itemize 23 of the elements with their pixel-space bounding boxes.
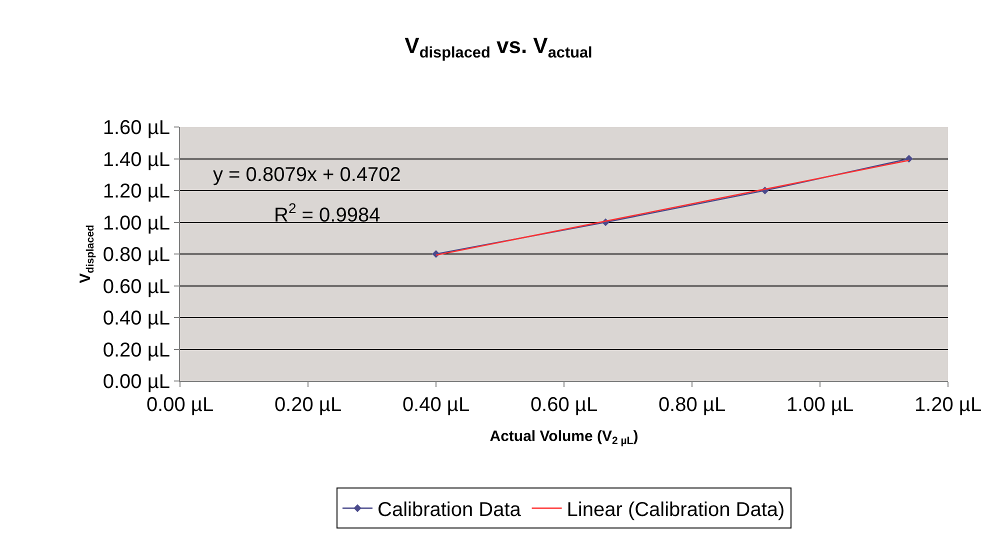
y-tick-label: 0.40 µL [102,308,170,330]
y-tick-label: 1.20 µL [102,180,170,202]
y-tick-label: 1.00 µL [102,212,170,234]
x-tick-label: 0.00 µL [146,394,214,416]
legend-label: Calibration Data [378,498,522,521]
legend-label: Linear (Calibration Data) [566,498,785,521]
y-tick-label: 0.00 µL [102,371,170,393]
y-tick-label: 0.20 µL [102,339,170,362]
annotation: R$^{2}$ = 0.9984 [274,200,380,226]
annotation: y = 0.8079x + 0.4702 [213,164,401,186]
x-tick-label: 0.20 µL [274,394,342,416]
x-tick-label: 0.40 µL [402,394,470,416]
chart-title: V$_{displaced}$ vs. V$_{actual}$ [404,32,592,62]
y-tick-label: 0.80 µL [102,244,170,266]
point [905,154,913,163]
x-tick-label: 1.00 µL [786,394,854,416]
y-tick-label: 1.40 µL [102,148,170,171]
x-tick-label: 1.20 µL [914,394,982,416]
y-tick-label: 1.60 µL [102,117,170,139]
x-tick-label: 0.60 µL [530,394,598,416]
x-tick-label: 0.80 µL [658,394,726,416]
y-tick-label: 0.60 µL [102,276,170,298]
x-axis-title: Actual Volume (V$_{2 µL}$) [490,428,638,448]
